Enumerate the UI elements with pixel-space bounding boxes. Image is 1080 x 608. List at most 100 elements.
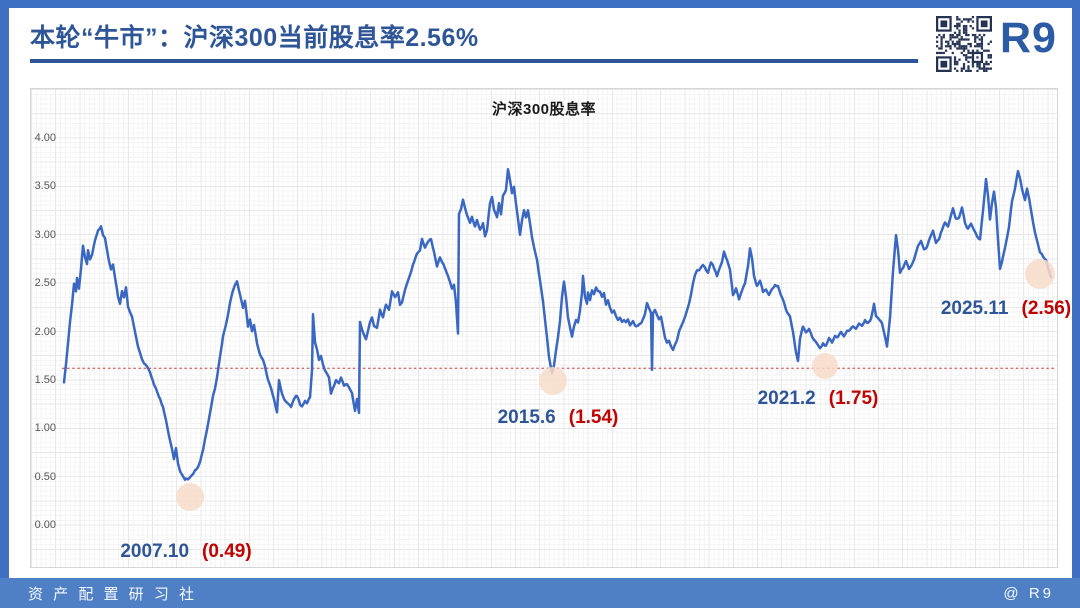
qr-module — [974, 38, 977, 41]
y-axis-tick-label: 3.50 — [34, 180, 56, 193]
qr-module — [976, 42, 979, 46]
qr-module — [951, 36, 954, 39]
qr-module — [969, 24, 972, 28]
qr-module — [958, 58, 961, 61]
qr-module — [958, 47, 961, 50]
qr-module — [960, 45, 963, 48]
qr-module — [958, 45, 961, 48]
qr-module — [967, 18, 970, 21]
qr-module — [974, 45, 977, 48]
qr-module — [962, 63, 966, 66]
qr-module — [951, 42, 954, 46]
qr-module — [944, 45, 948, 48]
qr-module — [962, 67, 966, 70]
qr-module — [936, 36, 939, 39]
qr-module — [965, 31, 968, 34]
qr-module — [965, 45, 968, 48]
qr-module — [971, 27, 975, 30]
qr-module — [962, 45, 966, 48]
qr-module — [989, 67, 992, 70]
annotation-value-label: (2.56) — [1021, 298, 1072, 319]
qr-module — [953, 36, 957, 39]
qr-module — [938, 33, 941, 37]
qr-module — [942, 36, 945, 39]
qr-module — [953, 67, 957, 70]
qr-module — [940, 20, 948, 28]
qr-module — [944, 40, 948, 43]
qr-module — [947, 45, 950, 48]
qr-module — [940, 38, 943, 41]
y-axis-tick-label: 3.00 — [34, 228, 56, 241]
qr-module — [953, 58, 957, 61]
low-point-annotation: 2025.11 (2.56) — [941, 298, 1071, 320]
low-point-annotation: 2021.2 (1.75) — [758, 388, 879, 410]
qr-module — [978, 38, 981, 41]
title-underline-divider — [30, 59, 918, 63]
qr-module — [965, 47, 968, 50]
qr-module — [980, 20, 988, 28]
qr-module — [951, 33, 954, 37]
annotation-date-label: 2025.11 — [940, 298, 1009, 319]
qr-module — [938, 51, 941, 55]
qr-module — [956, 69, 959, 72]
qr-module — [969, 51, 972, 55]
qr-module — [976, 63, 979, 66]
page-border-top — [0, 0, 1080, 8]
y-axis-tick-label: 2.50 — [34, 277, 56, 290]
qr-module — [971, 49, 975, 52]
qr-module — [987, 63, 990, 66]
annotation-date-label: 2007.10 — [120, 541, 190, 562]
qr-module — [987, 67, 990, 70]
qr-module — [936, 51, 939, 55]
qr-module — [969, 45, 972, 48]
qr-module — [974, 33, 977, 37]
qr-module — [953, 24, 957, 28]
qr-module — [962, 24, 966, 28]
qr-module — [967, 42, 970, 46]
qr-module — [953, 63, 957, 66]
annotation-date-label: 2015.6 — [497, 407, 556, 428]
qr-module — [958, 38, 961, 41]
qr-module — [980, 38, 984, 41]
qr-module — [976, 56, 979, 59]
qr-module — [989, 40, 992, 43]
qr-module — [936, 40, 939, 43]
qr-module — [960, 47, 963, 50]
qr-module — [949, 36, 952, 39]
qr-module — [989, 60, 992, 64]
qr-module — [989, 56, 992, 59]
qr-module — [936, 45, 939, 48]
qr-module — [956, 60, 959, 64]
qr-module — [965, 24, 968, 28]
chart-plot-area — [30, 88, 1058, 568]
qr-module — [962, 18, 966, 21]
qr-module — [978, 45, 981, 48]
qr-module — [965, 27, 968, 30]
qr-module — [989, 54, 992, 57]
qr-module — [983, 63, 986, 66]
qr-module — [949, 47, 952, 50]
qr-module — [940, 42, 943, 46]
qr-module — [983, 69, 986, 72]
qr-module — [940, 51, 943, 55]
page-border-right — [1072, 0, 1080, 608]
qr-module — [980, 36, 984, 39]
qr-module — [967, 49, 970, 52]
qr-module — [944, 49, 948, 52]
r9-logo: R9 — [1000, 14, 1057, 62]
qr-module — [985, 49, 988, 52]
qr-module — [971, 16, 975, 19]
qr-module — [967, 51, 970, 55]
qr-module — [969, 56, 972, 59]
qr-module — [983, 49, 986, 52]
qr-module — [956, 47, 959, 50]
qr-module — [980, 67, 984, 70]
low-point-annotation: 2007.10 (0.49) — [120, 541, 251, 563]
qr-module — [969, 69, 972, 72]
qr-module — [938, 47, 941, 50]
page-title: 本轮“牛市”：沪深300当前股息率2.56% — [30, 24, 479, 52]
qr-module — [971, 33, 975, 37]
qr-module — [958, 31, 961, 34]
qr-module — [967, 33, 970, 37]
annotation-value-label: (1.75) — [828, 388, 879, 409]
